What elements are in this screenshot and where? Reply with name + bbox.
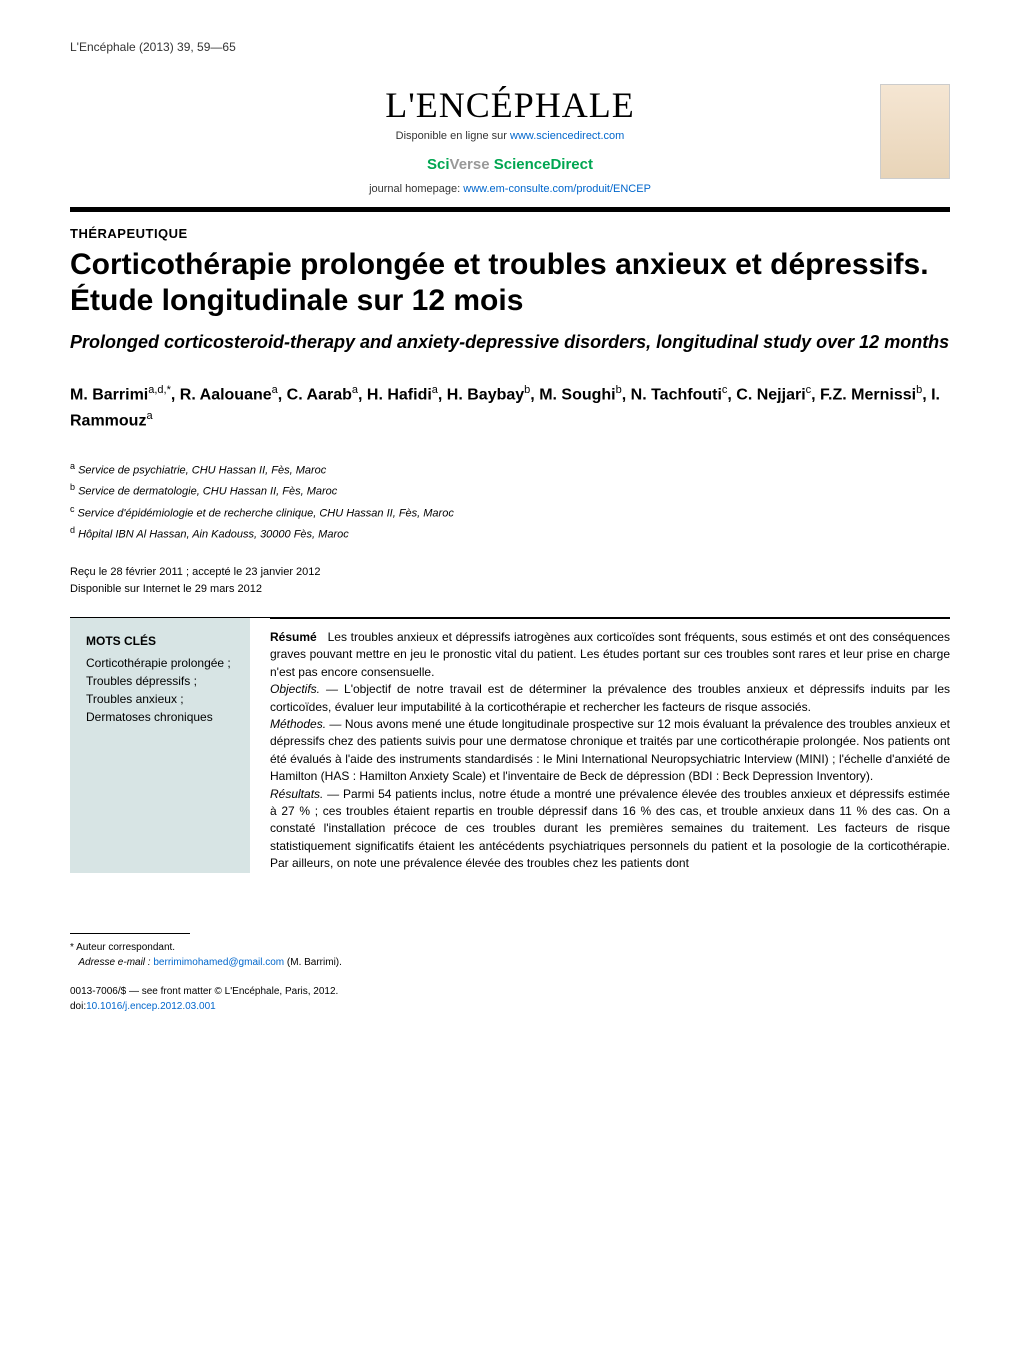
keywords-heading: MOTS CLÉS [86, 632, 234, 650]
keywords-box: MOTS CLÉS Corticothérapie prolongée ;Tro… [70, 618, 250, 872]
article-dates: Reçu le 28 février 2011 ; accepté le 23 … [70, 564, 950, 597]
homepage-link[interactable]: www.em-consulte.com/produit/ENCEP [463, 183, 651, 195]
corresponding-star: * Auteur correspondant. [70, 940, 950, 955]
sciencedirect-link[interactable]: www.sciencedirect.com [510, 130, 624, 142]
homepage-prefix: journal homepage: [369, 183, 463, 195]
affiliation: a Service de psychiatrie, CHU Hassan II,… [70, 459, 950, 480]
keywords-list: Corticothérapie prolongée ;Troubles dépr… [86, 654, 234, 726]
header-rule [70, 207, 950, 212]
abstract-lead: Les troubles anxieux et dépressifs iatro… [270, 630, 950, 679]
objectifs-label: Objectifs. — [270, 682, 338, 696]
sciverse-brand: SciVerse ScienceDirect [70, 156, 950, 173]
sciverse-sci: Sci [427, 156, 450, 173]
methodes-label: Méthodes. — [270, 717, 341, 731]
article-title-english: Prolonged corticosteroid-therapy and anx… [70, 331, 950, 354]
copyright-line: 0013-7006/$ — see front matter © L'Encép… [70, 984, 950, 999]
email-suffix: (M. Barrimi). [284, 957, 342, 968]
affiliations: a Service de psychiatrie, CHU Hassan II,… [70, 459, 950, 544]
sciverse-sd: ScienceDirect [494, 156, 593, 173]
article-type: THÉRAPEUTIQUE [70, 226, 950, 241]
received-accepted-date: Reçu le 28 février 2011 ; accepté le 23 … [70, 564, 950, 581]
corresponding-email-link[interactable]: berrimimohamed@gmail.com [153, 957, 284, 968]
abstract-text: Résumé Les troubles anxieux et dépressif… [270, 618, 950, 872]
journal-cover-thumbnail [880, 84, 950, 179]
author-list: M. Barrimia,d,*, R. Aalouanea, C. Aaraba… [70, 382, 950, 433]
abstract-lead-label: Résumé [270, 630, 317, 644]
sciverse-verse: Verse [450, 156, 494, 173]
page: L'Encéphale (2013) 39, 59—65 L'ENCÉPHALE… [0, 0, 1020, 1044]
article-title-french: Corticothérapie prolongée et troubles an… [70, 247, 950, 319]
affiliation: c Service d'épidémiologie et de recherch… [70, 502, 950, 523]
available-prefix: Disponible en ligne sur [396, 130, 510, 142]
journal-header: L'ENCÉPHALE Disponible en ligne sur www.… [70, 84, 950, 195]
email-label: Adresse e-mail : [78, 957, 153, 968]
footnote-rule [70, 933, 190, 934]
resultats-label: Résultats. — [270, 787, 339, 801]
affiliation: b Service de dermatologie, CHU Hassan II… [70, 480, 950, 501]
doi-prefix: doi: [70, 1001, 86, 1012]
copyright-block: 0013-7006/$ — see front matter © L'Encép… [70, 984, 950, 1014]
doi-link[interactable]: 10.1016/j.encep.2012.03.001 [86, 1001, 216, 1012]
journal-homepage: journal homepage: www.em-consulte.com/pr… [70, 183, 950, 195]
journal-logo: L'ENCÉPHALE [70, 84, 950, 126]
available-online: Disponible en ligne sur www.sciencedirec… [70, 130, 950, 142]
resultats-text: Parmi 54 patients inclus, notre étude a … [270, 787, 950, 871]
abstract-block: MOTS CLÉS Corticothérapie prolongée ;Tro… [70, 617, 950, 872]
running-head: L'Encéphale (2013) 39, 59—65 [70, 40, 950, 54]
affiliation: d Hôpital IBN Al Hassan, Ain Kadouss, 30… [70, 523, 950, 544]
objectifs-text: L'objectif de notre travail est de déter… [270, 682, 950, 713]
methodes-text: Nous avons mené une étude longitudinale … [270, 717, 950, 783]
online-date: Disponible sur Internet le 29 mars 2012 [70, 581, 950, 598]
corresponding-author: * Auteur correspondant. Adresse e-mail :… [70, 940, 950, 970]
